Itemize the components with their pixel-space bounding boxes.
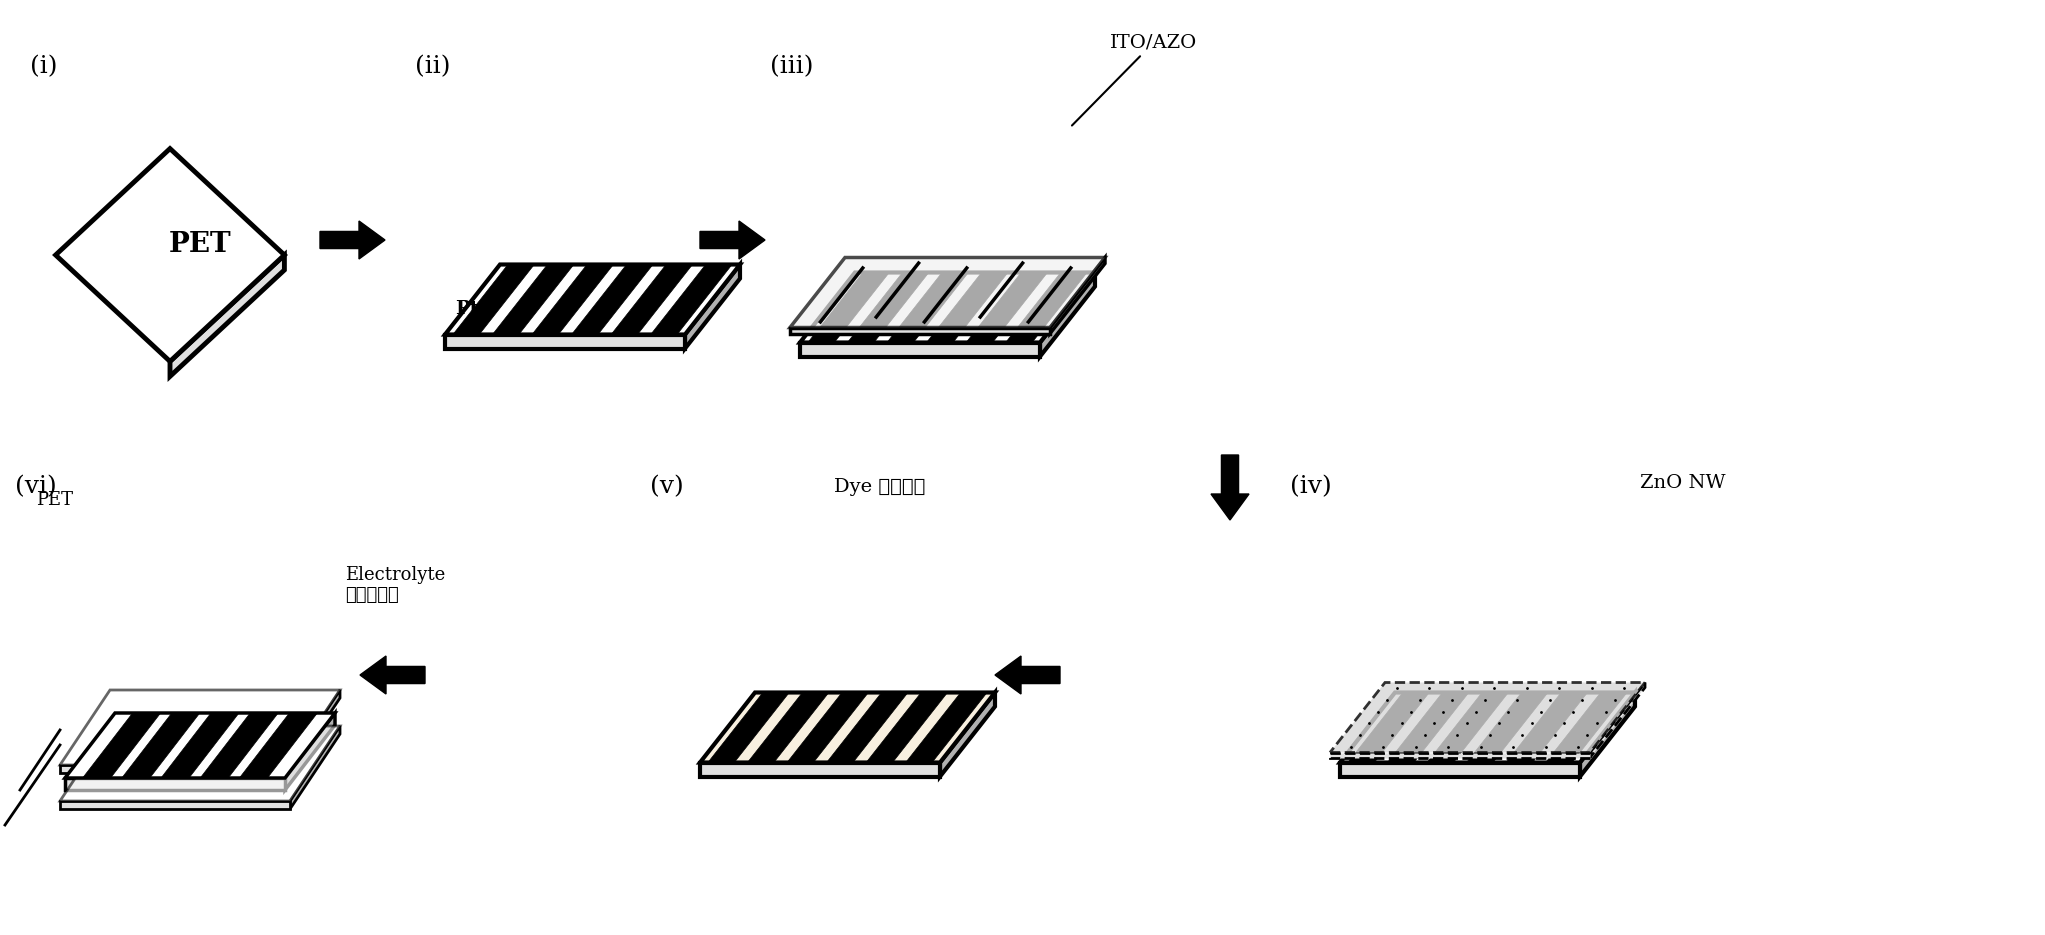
Polygon shape xyxy=(452,265,534,335)
Polygon shape xyxy=(1427,693,1509,763)
Polygon shape xyxy=(59,690,339,765)
Polygon shape xyxy=(699,763,941,776)
Polygon shape xyxy=(708,693,789,763)
Polygon shape xyxy=(926,272,1008,342)
Polygon shape xyxy=(867,693,947,763)
Polygon shape xyxy=(1041,272,1094,356)
Text: (iv): (iv) xyxy=(1290,475,1331,498)
Text: Electrolyte
（电解液）: Electrolyte （电解液） xyxy=(346,566,446,604)
Polygon shape xyxy=(699,221,765,259)
Text: (ii): (ii) xyxy=(415,55,450,78)
Polygon shape xyxy=(611,265,693,335)
Polygon shape xyxy=(1329,683,1644,753)
Polygon shape xyxy=(789,257,1104,327)
Polygon shape xyxy=(787,693,869,763)
Polygon shape xyxy=(847,272,928,342)
Polygon shape xyxy=(965,272,1047,342)
Polygon shape xyxy=(1466,693,1548,763)
Polygon shape xyxy=(55,149,284,362)
Polygon shape xyxy=(685,265,740,349)
Polygon shape xyxy=(162,713,239,778)
Polygon shape xyxy=(65,778,284,790)
Polygon shape xyxy=(123,713,200,778)
Text: ZnO NW: ZnO NW xyxy=(1640,473,1726,492)
Text: (i): (i) xyxy=(31,55,57,78)
Polygon shape xyxy=(200,713,278,778)
Polygon shape xyxy=(59,801,290,809)
Polygon shape xyxy=(239,713,317,778)
Polygon shape xyxy=(789,327,1049,334)
Polygon shape xyxy=(826,693,908,763)
Polygon shape xyxy=(941,693,996,776)
Text: Pt: Pt xyxy=(454,300,479,319)
Polygon shape xyxy=(59,765,290,773)
Polygon shape xyxy=(65,713,335,778)
Polygon shape xyxy=(284,713,335,790)
Polygon shape xyxy=(1339,693,1636,763)
Polygon shape xyxy=(1211,455,1249,520)
Polygon shape xyxy=(1546,693,1628,763)
Polygon shape xyxy=(493,265,575,335)
Text: PET: PET xyxy=(37,491,74,509)
Text: (iii): (iii) xyxy=(771,55,814,78)
Polygon shape xyxy=(1049,257,1104,334)
Text: (v): (v) xyxy=(650,475,683,498)
Text: Dye （染料）: Dye （染料） xyxy=(834,479,926,496)
Polygon shape xyxy=(748,693,828,763)
Polygon shape xyxy=(1507,693,1587,763)
Polygon shape xyxy=(1387,693,1468,763)
Polygon shape xyxy=(996,656,1059,694)
Polygon shape xyxy=(82,713,162,778)
Polygon shape xyxy=(1591,683,1644,757)
Text: (vi): (vi) xyxy=(14,475,57,498)
Polygon shape xyxy=(1329,753,1591,757)
Text: PET: PET xyxy=(168,232,231,258)
Polygon shape xyxy=(808,272,890,342)
Polygon shape xyxy=(1581,693,1636,776)
Polygon shape xyxy=(573,265,652,335)
Polygon shape xyxy=(800,342,1041,356)
Polygon shape xyxy=(1348,693,1429,763)
Polygon shape xyxy=(170,255,284,377)
Polygon shape xyxy=(59,726,339,801)
Polygon shape xyxy=(650,265,732,335)
Polygon shape xyxy=(290,690,339,773)
Polygon shape xyxy=(1006,272,1088,342)
Polygon shape xyxy=(532,265,614,335)
Polygon shape xyxy=(888,272,969,342)
Polygon shape xyxy=(360,656,425,694)
Polygon shape xyxy=(290,726,339,809)
Polygon shape xyxy=(446,335,685,349)
Polygon shape xyxy=(699,693,996,763)
Polygon shape xyxy=(800,272,1094,342)
Polygon shape xyxy=(906,693,988,763)
Text: ITO/AZO: ITO/AZO xyxy=(1072,34,1196,125)
Polygon shape xyxy=(1339,763,1581,776)
Polygon shape xyxy=(446,265,740,335)
Polygon shape xyxy=(319,221,384,259)
